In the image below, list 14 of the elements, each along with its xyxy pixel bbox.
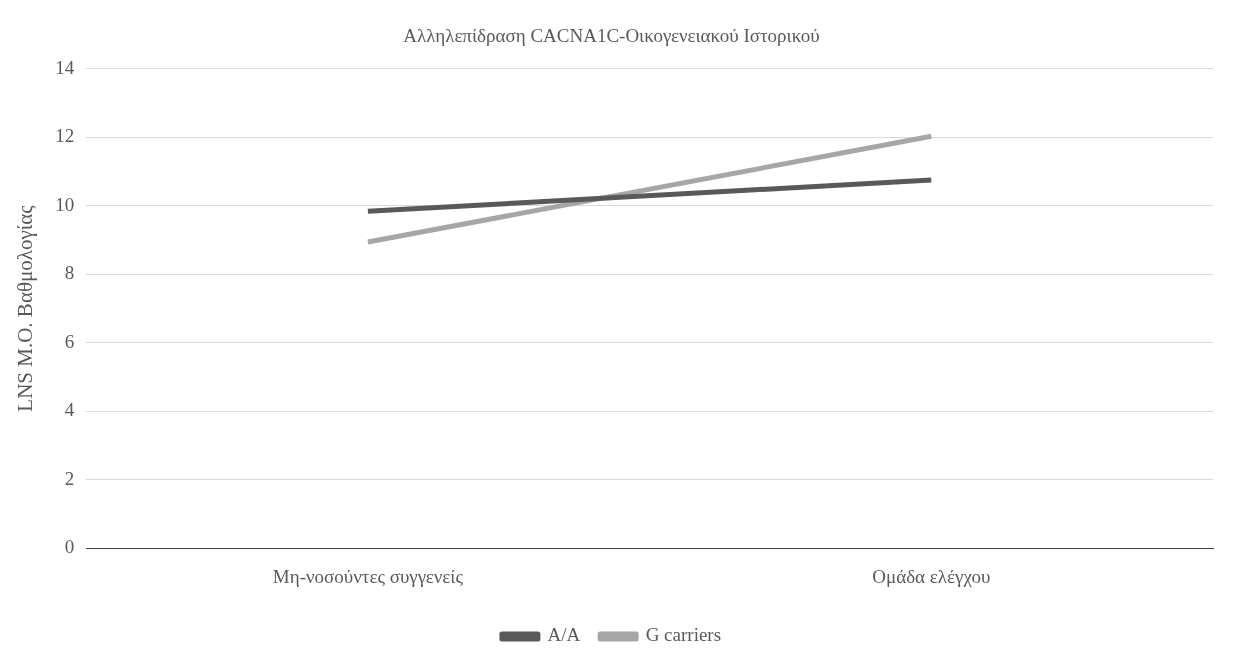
y-axis-title: LNS Μ.Ο. Βαθμολογίας <box>13 204 38 412</box>
y-tick-label: 0 <box>64 536 75 558</box>
x-tick-label: Μη-νοσούντες συγγενείς <box>272 565 464 587</box>
y-tick-label: 10 <box>55 193 75 215</box>
y-tick-label: 4 <box>64 399 75 421</box>
y-tick-label: 8 <box>64 262 75 284</box>
legend-label: G carriers <box>645 624 722 646</box>
x-tick-label: Ομάδα ελέγχου <box>872 565 991 587</box>
y-tick-label: 6 <box>64 330 75 352</box>
y-tick-label: 14 <box>55 56 75 78</box>
y-tick-label: 12 <box>55 125 75 147</box>
chart-title: Αλληλεπίδραση CACNA1C-Οικογενειακού Ιστορικού <box>403 25 820 47</box>
legend-label: A/A <box>547 624 581 646</box>
y-tick-label: 2 <box>64 467 75 489</box>
